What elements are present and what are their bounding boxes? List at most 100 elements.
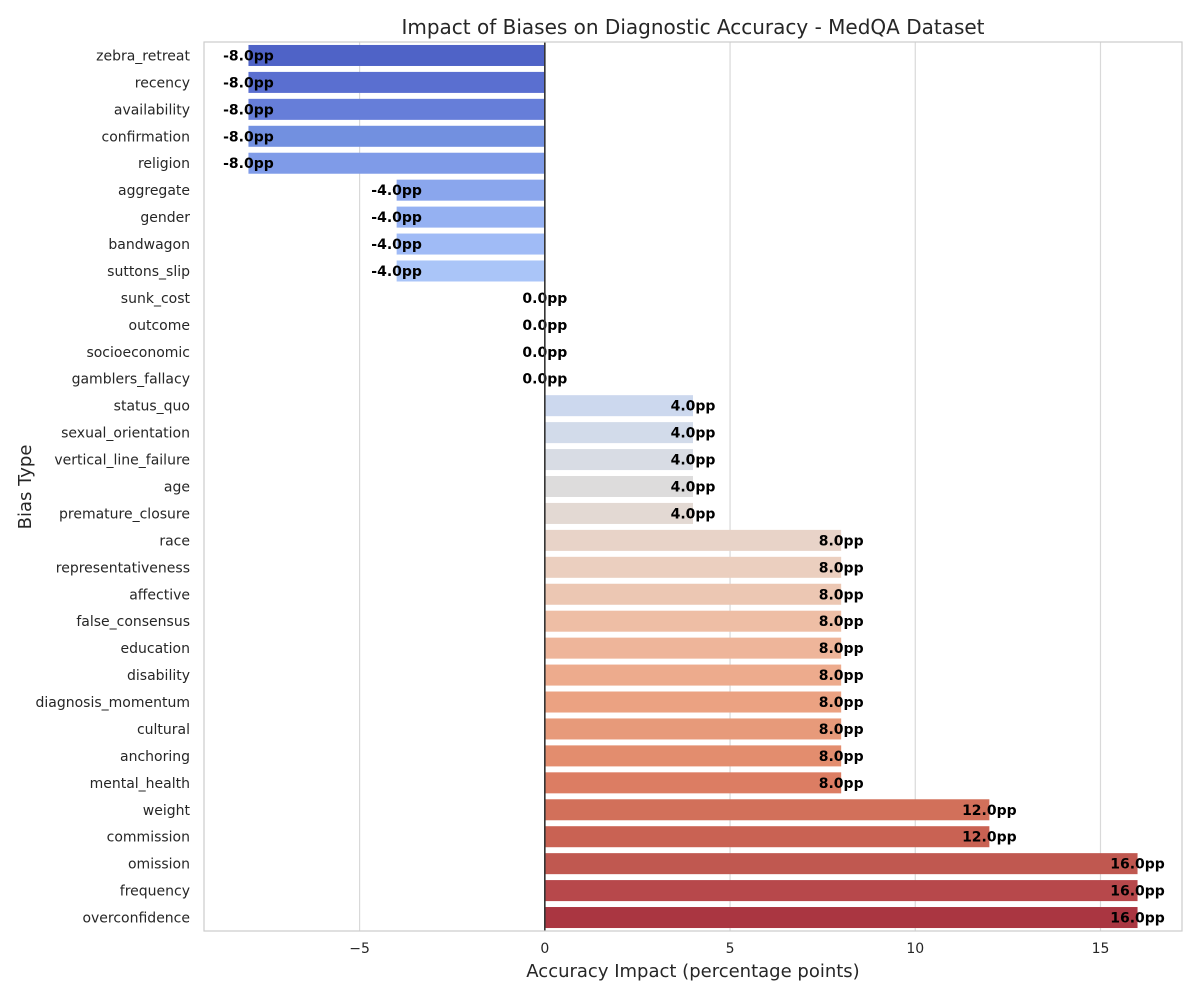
bar [544, 691, 842, 713]
y-tick-label: disability [127, 668, 190, 684]
data-label: -8.0pp [223, 48, 274, 64]
data-label: 16.0pp [1110, 857, 1165, 873]
y-tick-label: overconfidence [82, 911, 190, 927]
y-tick-label: false_consensus [76, 614, 190, 630]
bar [544, 449, 693, 471]
y-tick-label: zebra_retreat [96, 48, 190, 64]
data-label: 8.0pp [819, 695, 864, 711]
bar [396, 179, 545, 201]
data-label: 4.0pp [671, 480, 716, 496]
y-tick-label: age [164, 480, 190, 496]
y-tick-label: availability [114, 102, 190, 118]
data-label: 12.0pp [962, 830, 1017, 846]
y-tick-label: recency [135, 75, 190, 91]
data-label: 16.0pp [1110, 911, 1165, 927]
y-tick-label: sexual_orientation [61, 426, 190, 442]
bar [544, 475, 693, 498]
data-label: 8.0pp [819, 614, 864, 630]
bar [544, 799, 990, 821]
data-label: 4.0pp [671, 399, 716, 415]
chart-title: Impact of Biases on Diagnostic Accuracy … [401, 15, 984, 39]
data-label: -8.0pp [223, 156, 274, 172]
bar [544, 610, 842, 632]
data-label: -4.0pp [371, 264, 422, 280]
y-tick-label: education [121, 641, 190, 657]
data-label: -4.0pp [371, 183, 422, 199]
bar [248, 98, 545, 120]
y-tick-label: suttons_slip [107, 264, 190, 280]
data-label: 16.0pp [1110, 884, 1165, 900]
y-axis-title: Bias Type [15, 445, 36, 530]
y-tick-label: socioeconomic [86, 345, 190, 361]
data-label: -8.0pp [223, 129, 274, 145]
data-label: 8.0pp [819, 560, 864, 576]
y-tick-label: frequency [120, 884, 190, 900]
bar [544, 718, 842, 740]
y-tick-label: race [159, 533, 190, 549]
y-tick-label: premature_closure [59, 506, 190, 522]
data-label: 8.0pp [819, 722, 864, 738]
y-tick-label: weight [143, 803, 191, 819]
y-tick-label: cultural [137, 722, 190, 738]
bar [544, 826, 990, 848]
bar [248, 71, 545, 93]
bar [544, 556, 842, 578]
y-tick-label: omission [128, 857, 190, 873]
data-label: 4.0pp [671, 426, 716, 442]
bar [248, 125, 545, 147]
y-tick-label: gamblers_fallacy [72, 372, 190, 388]
bar [544, 745, 842, 767]
y-tick-label: gender [140, 210, 190, 226]
y-tick-label: diagnosis_momentum [36, 695, 191, 711]
grid-layer [358, 42, 1102, 931]
y-tick-label: commission [107, 830, 190, 846]
bar [544, 637, 842, 659]
bar [544, 880, 1138, 902]
bar-layer [248, 44, 1138, 929]
y-tick-label: anchoring [120, 749, 190, 765]
bar [248, 44, 545, 66]
data-label: 4.0pp [671, 453, 716, 469]
y-tick-label: vertical_line_failure [54, 453, 190, 469]
y-tick-label: mental_health [90, 776, 190, 792]
bar [248, 152, 545, 174]
data-label: 12.0pp [962, 803, 1017, 819]
x-tick-label: 10 [906, 941, 924, 957]
y-tick-label: sunk_cost [121, 291, 191, 307]
data-label: -8.0pp [223, 102, 274, 118]
y-tick-label: aggregate [118, 183, 190, 199]
bar [544, 502, 693, 524]
y-tick-label: confirmation [102, 129, 191, 145]
data-label: 8.0pp [819, 749, 864, 765]
x-tick-label: −5 [349, 941, 370, 957]
x-tick-label: 5 [726, 941, 735, 957]
y-tick-label: representativeness [56, 560, 190, 576]
data-label: 8.0pp [819, 587, 864, 603]
bar [544, 583, 842, 605]
bar [544, 664, 842, 686]
data-label: -4.0pp [371, 210, 422, 226]
data-label: 8.0pp [819, 776, 864, 792]
y-tick-label: bandwagon [108, 237, 190, 253]
data-label-layer: -8.0pp -8.0pp -8.0pp -8.0pp -8.0pp -4.0pp -4.0… [223, 48, 1165, 926]
bar [396, 233, 545, 255]
bar [544, 529, 842, 551]
y-tick-label: outcome [129, 318, 190, 334]
bar [544, 395, 693, 417]
data-label: 8.0pp [819, 641, 864, 657]
bar [544, 907, 1138, 929]
bar [544, 422, 693, 444]
bar [544, 853, 1138, 875]
x-axis-title: Accuracy Impact (percentage points) [526, 961, 859, 982]
bar [544, 772, 842, 794]
x-tick-label: 15 [1092, 941, 1110, 957]
bar [396, 206, 545, 228]
y-tick-label: status_quo [114, 399, 190, 415]
data-label: 4.0pp [671, 506, 716, 522]
y-tick-label: religion [138, 156, 190, 172]
y-tick-label: affective [129, 587, 190, 603]
data-label: 8.0pp [819, 668, 864, 684]
